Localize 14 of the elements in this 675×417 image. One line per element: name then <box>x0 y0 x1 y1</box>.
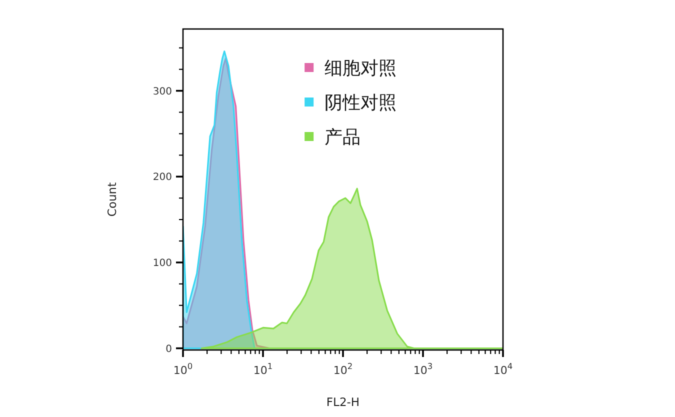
legend-label: 细胞对照 <box>324 58 397 80</box>
y-tick-label: 200 <box>152 172 172 184</box>
x-tick-label: 10$^{1}$ <box>253 361 273 377</box>
y-axis-title: Count <box>105 182 119 217</box>
x-tick-label: 10$^{3}$ <box>413 361 433 377</box>
y-tick-label: 300 <box>152 86 172 98</box>
x-tick-label: 10$^{2}$ <box>333 361 353 377</box>
x-axis-title: FL2-H <box>326 395 360 409</box>
x-tick-label: 10$^{0}$ <box>173 361 193 377</box>
x-tick-label: 10$^{4}$ <box>493 361 513 377</box>
legend-label: 阴性对照 <box>324 92 397 114</box>
legend-label: 产品 <box>324 127 361 148</box>
y-tick-label: 100 <box>152 258 172 269</box>
y-tick-label: 0 <box>166 344 172 355</box>
